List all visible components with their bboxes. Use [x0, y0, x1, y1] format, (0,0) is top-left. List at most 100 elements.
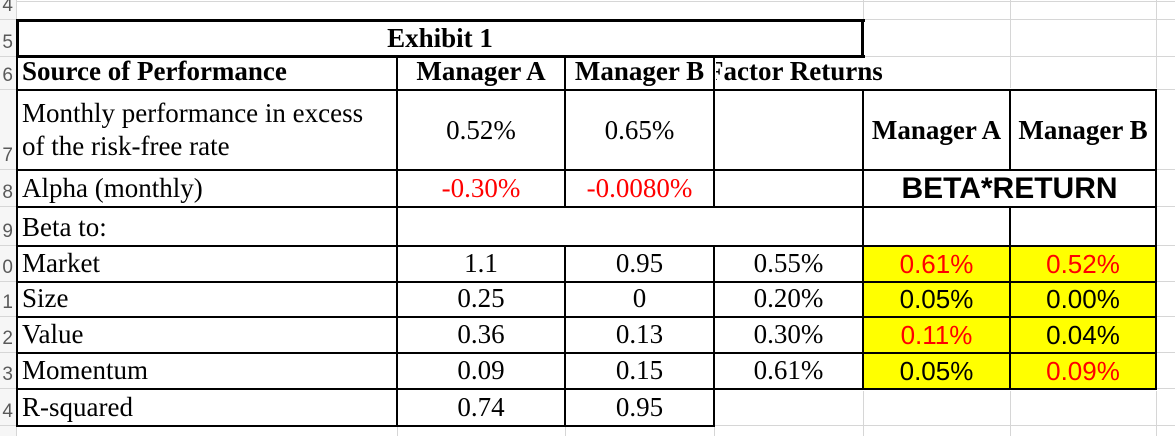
row-label-r-squared[interactable]: R-squared	[22, 392, 133, 422]
border-line	[862, 89, 864, 390]
col-header-manager-b[interactable]: Manager B	[574, 56, 705, 86]
excess-return-label-line1: Monthly performance in excess	[22, 98, 364, 128]
border-line	[861, 19, 864, 58]
row-label-size[interactable]: Size	[22, 283, 69, 313]
row-header-9[interactable]: 9	[2, 221, 13, 242]
border-line	[1155, 89, 1157, 390]
exhibit-title-cell[interactable]: Exhibit 1	[387, 23, 493, 53]
gridline	[863, 391, 864, 436]
beta-return-formula-cell[interactable]: BETA*RETURN	[901, 171, 1118, 205]
gridline	[0, 352, 16, 353]
gridline	[1157, 281, 1175, 282]
gridline	[1157, 89, 1175, 90]
row-header-4[interactable]: 4	[2, 0, 13, 16]
row-header-8[interactable]: 8	[2, 182, 13, 203]
size-beta-a[interactable]: 0.25	[457, 283, 505, 313]
beta-return-header-manager-b[interactable]: Manager B	[1018, 114, 1148, 145]
row-header-5[interactable]: 5	[2, 32, 13, 53]
market-beta-x-return-b[interactable]: 0.52%	[1010, 246, 1156, 282]
gridline	[0, 281, 16, 282]
gridline	[0, 169, 16, 170]
excess-return-manager-b[interactable]: 0.65%	[604, 114, 675, 145]
gridline	[1157, 169, 1175, 170]
market-beta-x-return-a[interactable]: 0.61%	[863, 246, 1010, 282]
border-line	[16, 352, 1157, 354]
row-header-14[interactable]: 4	[2, 401, 13, 422]
row-label-beta-to[interactable]: Beta to:	[22, 212, 107, 242]
gridline	[1157, 316, 1175, 317]
gridline	[0, 388, 16, 389]
beta-return-header-manager-a[interactable]: Manager A	[871, 114, 1002, 145]
market-beta-a[interactable]: 1.1	[464, 248, 498, 278]
border-line	[713, 56, 715, 208]
gridline	[0, 245, 16, 246]
gridline	[565, 427, 566, 436]
row-header-12[interactable]: 2	[2, 328, 13, 349]
gridline	[0, 89, 16, 90]
row-label-excess-return[interactable]: Monthly performance in excess of the ris…	[17, 90, 397, 170]
border-line	[16, 89, 1157, 91]
size-beta-x-return-b[interactable]: 0.00%	[1010, 282, 1156, 317]
row-label-momentum[interactable]: Momentum	[22, 355, 148, 385]
value-beta-x-return-a[interactable]: 0.11%	[863, 317, 1010, 353]
border-line	[16, 206, 1157, 208]
border-line	[396, 56, 398, 427]
alpha-manager-b[interactable]: -0.0080%	[586, 173, 693, 203]
gridline	[0, 19, 16, 20]
momentum-factor-return[interactable]: 0.61%	[753, 355, 824, 385]
border-line	[16, 425, 715, 427]
border-line	[16, 19, 865, 22]
gridline	[0, 316, 16, 317]
row-header-11[interactable]: 1	[2, 292, 13, 313]
market-factor-return[interactable]: 0.55%	[753, 248, 824, 278]
row-header-strip	[0, 0, 16, 436]
momentum-beta-a[interactable]: 0.09	[457, 355, 505, 385]
size-beta-x-return-a[interactable]: 0.05%	[863, 282, 1010, 317]
gridline	[1157, 388, 1175, 389]
r-squared-manager-a[interactable]: 0.74	[457, 392, 505, 422]
gridline	[0, 56, 16, 57]
border-line	[16, 388, 1157, 390]
border-line	[1009, 89, 1011, 171]
gridline	[16, 1, 1175, 2]
momentum-beta-b[interactable]: 0.15	[615, 355, 664, 385]
border-line	[713, 245, 715, 427]
border-line	[1009, 206, 1011, 390]
gridline	[1156, 0, 1157, 88]
value-beta-x-return-b[interactable]: 0.04%	[1010, 317, 1156, 353]
size-factor-return[interactable]: 0.20%	[753, 283, 824, 313]
row-label-alpha[interactable]: Alpha (monthly)	[22, 173, 203, 203]
row-header-7[interactable]: 7	[2, 145, 13, 166]
border-line	[16, 56, 18, 427]
gridline	[1157, 206, 1175, 207]
alpha-manager-a[interactable]: -0.30%	[441, 173, 521, 203]
value-factor-return[interactable]: 0.30%	[753, 319, 824, 349]
momentum-beta-x-return-a[interactable]: 0.05%	[863, 353, 1010, 389]
excess-return-manager-a[interactable]: 0.52%	[446, 114, 516, 145]
col-header-factor-returns[interactable]: Factor Returns	[716, 57, 1006, 90]
gridline	[397, 427, 398, 436]
row-label-market[interactable]: Market	[22, 248, 100, 278]
border-line	[564, 56, 566, 208]
row-header-10[interactable]: 0	[2, 257, 13, 278]
gridline	[863, 0, 864, 19]
value-beta-a[interactable]: 0.36	[457, 319, 505, 349]
market-beta-b[interactable]: 0.95	[615, 248, 664, 278]
value-beta-b[interactable]: 0.13	[615, 319, 664, 349]
r-squared-manager-b[interactable]: 0.95	[615, 392, 664, 422]
excess-return-label-line2: of the risk-free rate	[22, 131, 230, 161]
col-header-source-of-performance[interactable]: Source of Performance	[22, 56, 287, 86]
momentum-beta-x-return-b[interactable]: 0.09%	[1010, 353, 1156, 389]
gridline	[1157, 352, 1175, 353]
gridline	[1157, 245, 1175, 246]
size-beta-b[interactable]: 0	[632, 283, 647, 313]
gridline	[864, 19, 1175, 20]
col-header-manager-a[interactable]: Manager A	[416, 56, 546, 86]
row-header-6[interactable]: 6	[2, 65, 13, 86]
row-header-13[interactable]: 3	[2, 364, 13, 385]
gridline	[0, 206, 16, 207]
border-line	[16, 19, 19, 58]
row-label-value[interactable]: Value	[22, 319, 84, 349]
factor-returns-label: Factor Returns	[716, 57, 883, 86]
